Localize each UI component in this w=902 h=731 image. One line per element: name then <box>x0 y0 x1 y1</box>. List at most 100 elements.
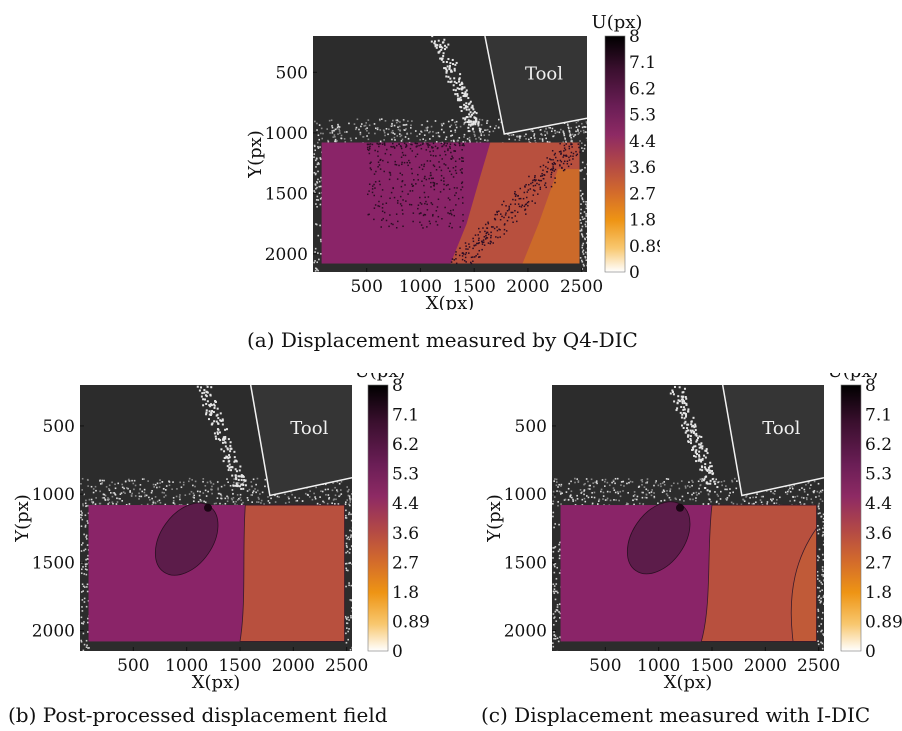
noise-dot <box>552 167 555 170</box>
speckle <box>231 474 234 477</box>
speckle <box>165 485 168 487</box>
noise-dot <box>478 249 480 252</box>
speckle <box>484 129 486 132</box>
speckle <box>234 484 237 487</box>
x-tick-label: 500 <box>350 277 382 297</box>
speckle <box>725 498 728 501</box>
speckle <box>154 496 157 498</box>
speckle <box>224 445 227 448</box>
speckle <box>270 497 272 500</box>
speckle <box>355 137 357 140</box>
speckle <box>450 124 453 127</box>
speckle <box>584 223 587 226</box>
speckle <box>655 480 658 482</box>
noise-dot <box>559 142 561 145</box>
speckle <box>582 249 585 252</box>
noise-dot <box>527 189 530 191</box>
speckle <box>592 482 594 484</box>
noise-dot <box>455 251 457 253</box>
noise-dot <box>499 236 501 238</box>
noise-dot <box>398 164 400 167</box>
speckle <box>578 132 580 134</box>
speckle <box>554 523 557 525</box>
speckle <box>211 492 213 495</box>
speckle <box>822 570 824 573</box>
speckle <box>316 181 318 183</box>
speckle <box>143 488 146 491</box>
speckle <box>205 413 208 416</box>
speckle <box>552 500 555 503</box>
speckle <box>315 172 317 175</box>
speckle <box>685 402 688 405</box>
speckle <box>202 398 205 401</box>
speckle <box>555 620 558 622</box>
noise-dot <box>454 165 457 168</box>
noise-dot <box>506 210 509 212</box>
speckle <box>350 584 352 587</box>
noise-dot <box>538 183 540 186</box>
speckle <box>83 533 85 536</box>
speckle <box>133 488 135 491</box>
speckle <box>212 410 215 413</box>
speckle <box>574 504 577 506</box>
speckle <box>483 134 486 137</box>
noise-dot <box>512 221 514 223</box>
noise-dot <box>400 204 403 207</box>
noise-dot <box>443 183 445 186</box>
speckle <box>684 431 687 434</box>
speckle <box>698 443 701 446</box>
noise-dot <box>517 203 520 205</box>
speckle <box>818 580 821 582</box>
noise-dot <box>447 148 449 150</box>
speckle <box>596 503 599 505</box>
speckle <box>239 465 242 468</box>
speckle <box>81 606 83 608</box>
speckle <box>454 63 457 66</box>
noise-dot <box>452 209 455 211</box>
speckle <box>811 501 814 504</box>
noise-dot <box>419 212 422 214</box>
noise-dot <box>432 177 434 180</box>
noise-dot <box>432 164 435 166</box>
speckle <box>328 496 331 499</box>
speckle <box>227 496 229 499</box>
speckle <box>337 123 339 126</box>
speckle <box>222 460 225 463</box>
noise-dot <box>534 175 536 177</box>
speckle <box>681 391 684 394</box>
speckle <box>692 424 695 427</box>
speckle <box>822 533 824 536</box>
y-axis-label: Y(px) <box>12 494 33 543</box>
noise-dot <box>537 193 539 195</box>
speckle <box>821 583 824 585</box>
speckle <box>164 503 167 506</box>
speckle <box>600 488 603 491</box>
speckle <box>378 118 381 121</box>
speckle <box>121 483 123 486</box>
speckle <box>576 498 579 500</box>
speckle <box>580 259 583 262</box>
speckle <box>572 498 574 501</box>
speckle <box>821 589 823 591</box>
speckle <box>233 478 236 480</box>
speckle <box>318 138 321 141</box>
speckle <box>391 122 393 125</box>
speckle <box>667 478 670 480</box>
speckle <box>820 623 823 625</box>
speckle <box>451 119 453 122</box>
speckle <box>766 501 769 503</box>
noise-dot <box>447 197 450 199</box>
x-tick-label: 2000 <box>744 656 787 676</box>
speckle <box>482 131 484 133</box>
speckle <box>144 494 147 497</box>
noise-dot <box>439 191 442 193</box>
speckle <box>698 487 700 490</box>
speckle <box>685 397 688 400</box>
noise-dot <box>506 219 509 222</box>
speckle <box>583 178 586 180</box>
speckle <box>319 224 321 227</box>
speckle <box>580 492 583 494</box>
speckle <box>614 491 617 494</box>
speckle <box>771 499 773 502</box>
speckle <box>585 495 588 497</box>
